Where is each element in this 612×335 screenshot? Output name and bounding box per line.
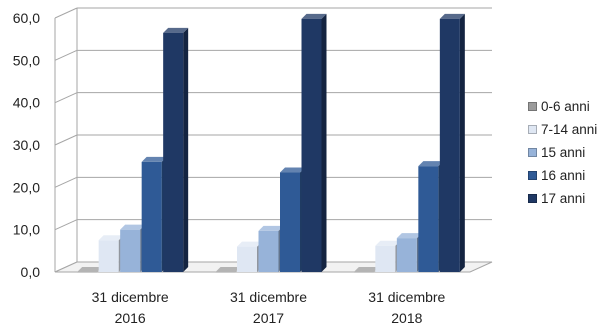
y-tick-label: 40,0 (13, 95, 40, 111)
side-wall-gridline (54, 176, 78, 188)
x-tick-label: 2017 (253, 310, 284, 326)
bar-side (183, 27, 189, 273)
bar (439, 18, 460, 273)
legend-item: 17 anni (528, 187, 612, 210)
bar-top (120, 224, 146, 230)
legend-item: 7-14 anni (528, 118, 612, 141)
legend-item: 0-6 anni (528, 95, 612, 118)
bar-top (301, 13, 327, 19)
legend-label: 15 anni (541, 145, 586, 160)
side-wall-gridline (54, 7, 78, 19)
bar-top (98, 235, 124, 241)
x-tick-label: 2018 (391, 310, 422, 326)
legend-label: 17 anni (541, 191, 586, 206)
bar-top (353, 267, 379, 272)
bar-side (321, 13, 327, 272)
bar (163, 32, 184, 272)
side-wall-gridline (54, 49, 78, 61)
bar-top (237, 241, 262, 247)
chart-legend: 0-6 anni 7-14 anni 15 anni 16 anni 17 anni (528, 95, 612, 210)
legend-swatch (528, 194, 537, 203)
legend-swatch (528, 148, 537, 157)
y-tick-label: 50,0 (13, 52, 40, 68)
y-tick-label: 60,0 (13, 10, 40, 26)
bar (237, 246, 257, 272)
bar (301, 18, 322, 273)
legend-item: 16 anni (528, 164, 612, 187)
bar (215, 272, 236, 273)
bar-top (258, 225, 284, 231)
bar-top (375, 240, 401, 246)
bar (141, 161, 162, 272)
bar-top (396, 233, 422, 239)
x-tick-label: 31 dicembre (230, 289, 307, 305)
side-wall-gridline (54, 92, 78, 104)
y-tick-label: 0,0 (21, 264, 41, 280)
bar-top (280, 167, 305, 173)
bar-side (459, 13, 465, 272)
bar (375, 245, 396, 272)
legend-label: 7-14 anni (541, 122, 598, 137)
legend-swatch (528, 102, 537, 111)
bar (396, 238, 417, 272)
legend-swatch (528, 125, 537, 134)
legend-label: 0-6 anni (541, 99, 590, 114)
bar (98, 240, 119, 272)
bar (280, 172, 300, 272)
y-tick-label: 20,0 (13, 179, 40, 195)
bar-top (418, 161, 444, 167)
bar (258, 230, 279, 272)
bar-top (439, 13, 465, 19)
x-tick-label: 31 dicembre (92, 289, 169, 305)
bar-top (163, 27, 189, 33)
bar (418, 166, 439, 272)
bar (120, 229, 141, 272)
x-tick-label: 2016 (115, 310, 146, 326)
legend-item: 15 anni (528, 141, 612, 164)
bar (353, 272, 374, 273)
bar-top (141, 156, 167, 162)
y-tick-label: 30,0 (13, 137, 40, 153)
y-tick-label: 10,0 (13, 222, 40, 238)
legend-label: 16 anni (541, 168, 586, 183)
side-wall-gridline (54, 219, 78, 231)
legend-swatch (528, 171, 537, 180)
bar-top (77, 267, 103, 272)
x-tick-label: 31 dicembre (368, 289, 445, 305)
bar-top (215, 267, 241, 272)
bar (77, 272, 98, 273)
side-wall-gridline (54, 134, 78, 146)
